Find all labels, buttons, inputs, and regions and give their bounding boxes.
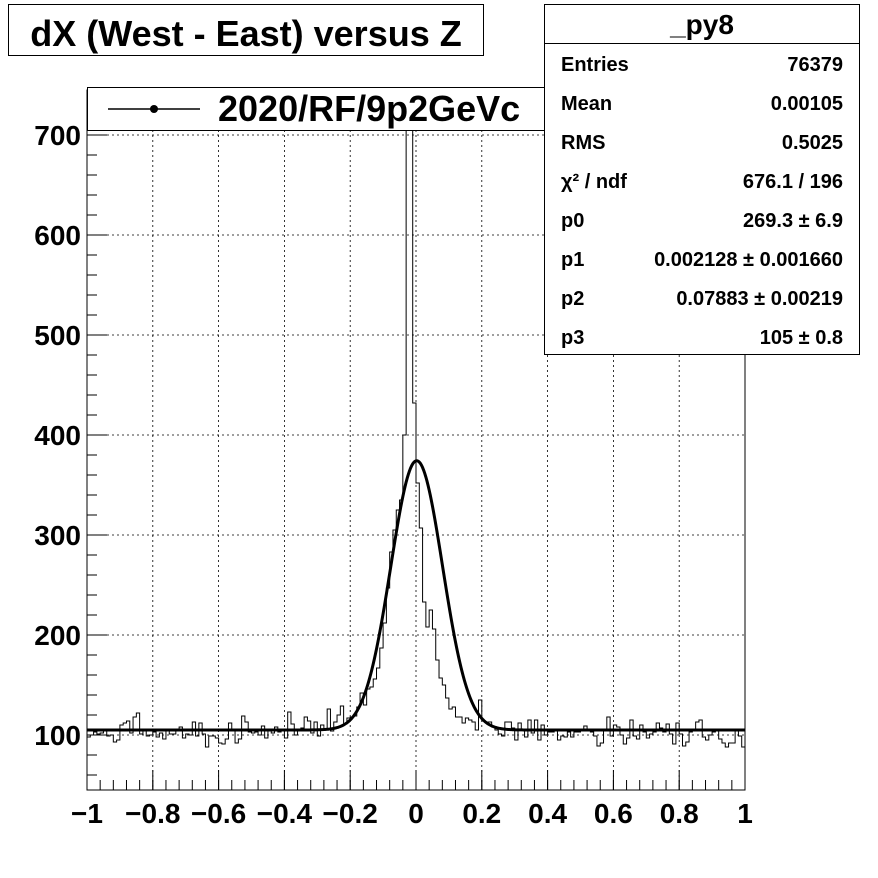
x-tick-label: −1	[71, 798, 103, 829]
histogram-line	[87, 89, 745, 748]
chart-title: dX (West - East) versus Z	[30, 13, 462, 54]
stats-key: χ² / ndf	[561, 171, 627, 193]
x-tick-label: −0.2	[323, 798, 378, 829]
x-tick-label: 0.6	[594, 798, 633, 829]
stats-value: 0.07883 ± 0.00219	[676, 288, 843, 310]
stats-key: p0	[561, 210, 585, 232]
stats-row: p1 0.002128 ± 0.001660	[561, 245, 843, 275]
stats-key: RMS	[561, 132, 606, 154]
chart-title-box: dX (West - East) versus Z	[8, 4, 484, 56]
stats-name: _py8	[545, 5, 859, 44]
stats-value: 76379	[787, 54, 843, 76]
y-tick-labels: 100 200 300 400 500 600 700	[34, 120, 81, 751]
stats-row: Entries 76379	[561, 50, 843, 80]
y-tick-label: 700	[34, 120, 81, 151]
x-tick-label: −0.6	[191, 798, 246, 829]
fit-curve	[87, 459, 745, 732]
stats-row: p2 0.07883 ± 0.00219	[561, 284, 843, 314]
x-tick-label: 0.4	[528, 798, 567, 829]
legend: 2020/RF/9p2GeVc	[87, 87, 614, 131]
stats-key: p1	[561, 249, 585, 271]
stats-key: p2	[561, 288, 585, 310]
stats-value: 105 ± 0.8	[759, 327, 843, 349]
stats-row: Mean 0.00105	[561, 89, 843, 119]
stats-key: Mean	[561, 93, 613, 115]
x-tick-label: 1	[737, 798, 753, 829]
fit-curve-group	[87, 459, 745, 732]
x-tick-label: 0.2	[462, 798, 501, 829]
stats-key: p3	[561, 327, 585, 349]
x-tick-label: 0	[408, 798, 424, 829]
y-tick-label: 500	[34, 320, 81, 351]
x-tick-label: 0.8	[660, 798, 699, 829]
y-tick-label: 100	[34, 720, 81, 751]
legend-marker	[108, 105, 200, 113]
stats-box: _py8 Entries 76379 Mean 0.00105 RMS 0.50…	[544, 4, 860, 355]
y-tick-label: 400	[34, 420, 81, 451]
x-tick-label: −0.4	[257, 798, 313, 829]
histogram-series	[87, 89, 745, 748]
stats-row: χ² / ndf 676.1 / 196	[561, 167, 843, 197]
x-tick-label: −0.8	[125, 798, 180, 829]
stats-value: 269.3 ± 6.9	[743, 210, 843, 232]
stats-value: 0.5025	[781, 132, 843, 154]
stats-value: 0.002128 ± 0.001660	[654, 249, 843, 271]
y-tick-label: 200	[34, 620, 81, 651]
x-tick-labels: −1 −0.8 −0.6 −0.4 −0.2 0 0.2 0.4 0.6 0.8 1	[71, 798, 753, 829]
stats-value: 0.00105	[770, 93, 843, 115]
stats-key: Entries	[561, 54, 629, 76]
y-tick-label: 600	[34, 220, 81, 251]
legend-entry-label: 2020/RF/9p2GeVc	[218, 88, 521, 129]
stats-row: p0 269.3 ± 6.9	[561, 206, 843, 236]
stats-row: RMS 0.5025	[561, 128, 843, 158]
stats-value: 676.1 / 196	[742, 171, 843, 193]
y-tick-label: 300	[34, 520, 81, 551]
stats-row: p3 105 ± 0.8	[561, 323, 843, 353]
